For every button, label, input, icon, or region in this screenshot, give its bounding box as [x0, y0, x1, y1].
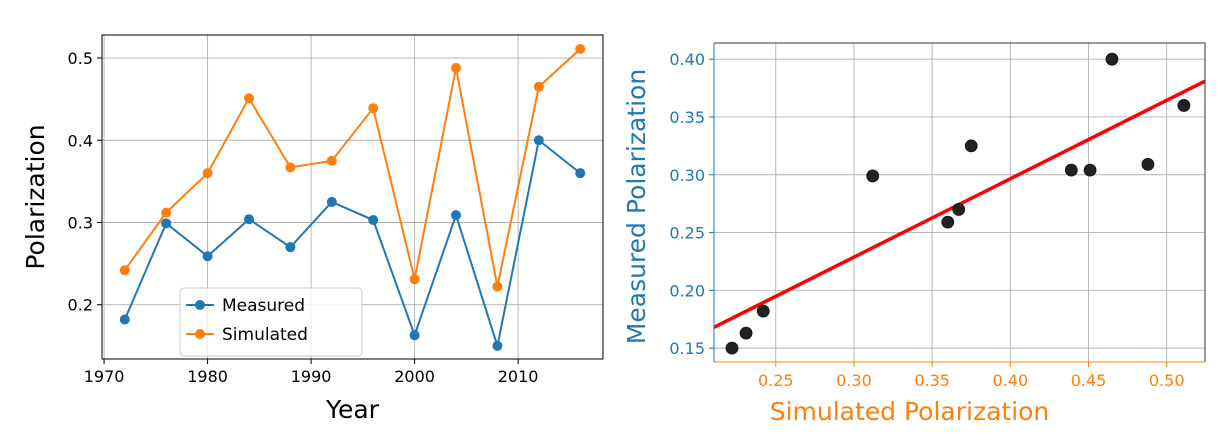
y-tick-label: 0.2	[68, 296, 93, 315]
data-point-simulated	[202, 168, 213, 179]
y-axis-label: Measured Polarization	[622, 69, 651, 344]
scatter-point	[866, 169, 880, 183]
y-tick-label: 0.5	[68, 49, 93, 68]
data-point-measured	[119, 314, 130, 325]
data-point-measured	[575, 168, 586, 179]
x-tick-label: 0.45	[1071, 371, 1107, 390]
x-tick-label: 0.50	[1149, 371, 1185, 390]
x-tick-label: 0.40	[993, 371, 1029, 390]
x-tick-label: 2000	[394, 367, 435, 386]
line-chart-panel: 1970 1980 1990 2000 2010 0.2 0.3 0.4 0.5 Year Pola…	[21, 34, 604, 424]
data-point-measured	[368, 215, 379, 226]
data-point-simulated	[451, 62, 462, 73]
x-axis-label: Simulated Polarization	[770, 397, 1050, 426]
scatter-point	[964, 139, 978, 153]
y-tick-label: 0.15	[669, 339, 705, 358]
y-tick-label: 0.35	[669, 108, 705, 127]
scatter-point	[1064, 163, 1078, 177]
legend-label: Measured	[222, 296, 305, 316]
plot-frame	[101, 34, 604, 360]
data-point-measured	[243, 214, 254, 225]
y-tick-label: 0.30	[669, 166, 705, 185]
x-tick-label: 0.25	[758, 371, 794, 390]
data-point-simulated	[533, 81, 544, 92]
scatter-point	[739, 326, 753, 340]
scatter-point	[756, 304, 770, 318]
x-tick-label: 1990	[291, 367, 332, 386]
scatter-point	[1105, 52, 1119, 66]
data-point-simulated	[368, 103, 379, 114]
data-point-simulated	[575, 43, 586, 54]
x-tick-label: 1970	[84, 367, 125, 386]
scatter-point	[725, 341, 739, 355]
legend-marker-measured	[195, 300, 205, 310]
data-point-measured	[326, 196, 337, 207]
legend-marker-simulated	[195, 329, 205, 339]
legend-box	[179, 287, 363, 357]
data-point-simulated	[326, 155, 337, 166]
y-tick-label: 0.40	[669, 50, 705, 69]
legend: Measured Simulated	[179, 287, 363, 357]
scatter-point	[1141, 157, 1155, 171]
data-point-simulated	[243, 93, 254, 104]
x-tick-label: 0.35	[914, 371, 950, 390]
data-point-measured	[285, 242, 296, 253]
series-line-measured	[123, 138, 581, 350]
x-tick-label: 0.30	[836, 371, 872, 390]
data-point-simulated	[409, 274, 420, 285]
legend-label: Simulated	[222, 325, 308, 345]
y-axis-label: Polarization	[21, 124, 50, 269]
x-tick-label: 2010	[498, 367, 539, 386]
data-point-measured	[492, 340, 503, 351]
x-axis-label: Year	[325, 395, 380, 424]
y-tick-label: 0.3	[68, 213, 93, 232]
data-point-simulated	[285, 162, 296, 173]
scatter-point	[941, 215, 955, 229]
scatter-point	[1083, 163, 1097, 177]
data-point-measured	[409, 330, 420, 341]
data-point-measured	[533, 135, 544, 146]
data-point-simulated	[492, 281, 503, 292]
data-point-measured	[161, 218, 172, 229]
series-line-simulated	[123, 48, 581, 287]
scatter-point	[1177, 99, 1191, 112]
data-point-measured	[451, 210, 462, 221]
data-point-measured	[202, 251, 213, 262]
scatter-chart-panel: 0.25 0.30 0.35 0.40 0.45 0.50 0.15 0.20 0.25 0.30…	[622, 42, 1206, 426]
scatter-point	[952, 203, 966, 216]
data-point-simulated	[119, 265, 130, 276]
y-tick-label: 0.20	[669, 281, 705, 300]
x-tick-label: 1980	[187, 367, 228, 386]
y-tick-label: 0.25	[669, 224, 705, 243]
y-tick-label: 0.4	[68, 131, 93, 150]
data-point-simulated	[161, 207, 172, 218]
